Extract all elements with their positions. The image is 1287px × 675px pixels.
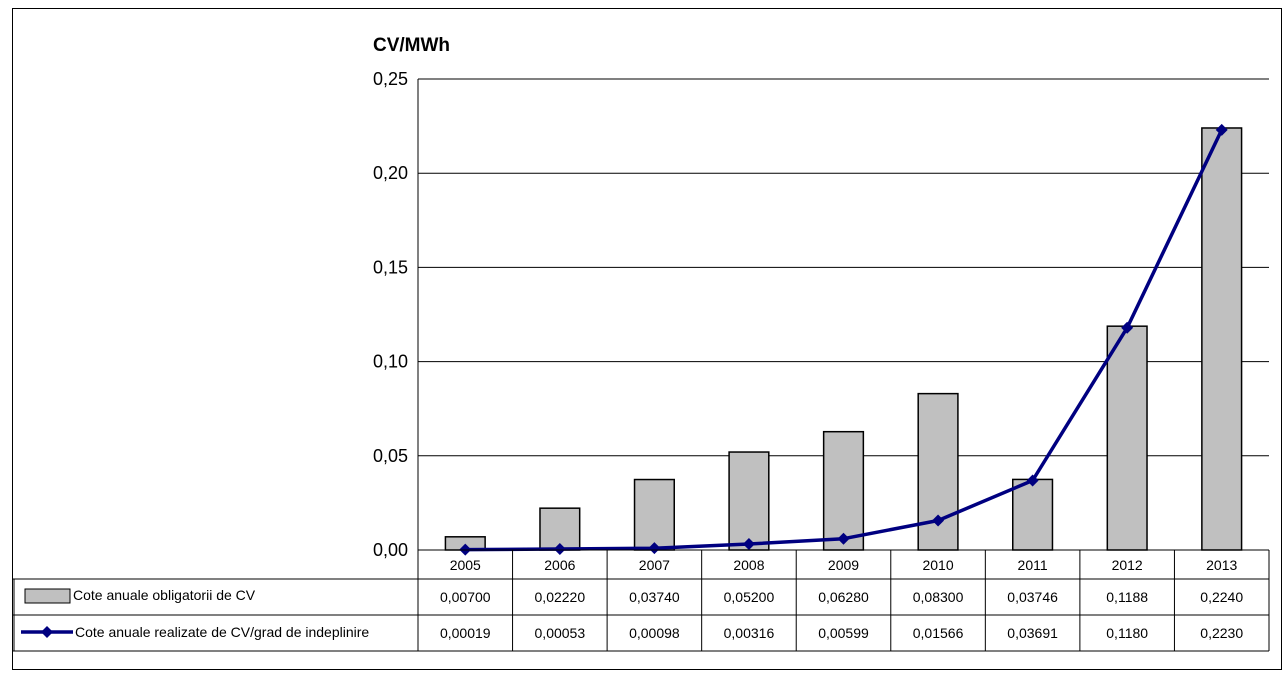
data-label: 0,03746 [1007,589,1058,605]
data-label: 0,2230 [1200,625,1243,641]
data-label: 0,06280 [818,589,869,605]
legend-swatch-bar [24,588,71,604]
bar [1201,127,1243,551]
data-label: 0,00098 [629,625,680,641]
data-label: 0,08300 [913,589,964,605]
y-tick-label: 0,05 [373,446,408,466]
data-label: 0,05200 [724,589,775,605]
chart-frame: CV/MWh 0,00 0,05 0,10 0,15 0,20 0,25 2005 2006… [12,8,1282,670]
data-label: 0,03691 [1007,625,1058,641]
data-label: 0,2240 [1200,589,1243,605]
chart-svg: CV/MWh 0,00 0,05 0,10 0,15 0,20 0,25 2005 2006… [13,35,1270,652]
data-label: 0,00316 [724,625,775,641]
y-tick-label: 0,20 [373,163,408,183]
line-point [1026,474,1039,487]
category-label: 2005 [450,557,481,573]
bar [633,478,675,551]
data-label: 0,00700 [440,589,491,605]
data-label: 0,00053 [535,625,586,641]
data-label: 0,01566 [913,625,964,641]
bar [1012,478,1054,551]
data-label: 0,00599 [818,625,869,641]
legend-label: Cote anuale obligatorii de CV [73,587,256,603]
category-label: 2007 [639,557,670,573]
y-axis-unit-label: CV/MWh [373,35,450,56]
category-label: 2006 [544,557,575,573]
bar [917,392,959,551]
y-tick-labels: 0,00 0,05 0,10 0,15 0,20 0,25 [373,69,408,560]
y-tick-label: 0,25 [373,69,408,89]
line-point [648,542,661,555]
y-tick-label: 0,15 [373,257,408,277]
bar [728,451,770,551]
line-point [932,514,945,527]
category-label: 2010 [922,557,953,573]
category-label: 2012 [1112,557,1143,573]
data-label: 0,02220 [535,589,586,605]
data-label: 0,1180 [1106,625,1148,641]
data-label: 0,1188 [1106,589,1148,605]
data-label: 0,00019 [440,625,491,641]
category-label: 2009 [828,557,859,573]
data-table: 2005 2006 2007 2008 2009 2010 2011 2012 2013 0,00… [13,549,1270,652]
legend-label: Cote anuale realizate de CV/grad de inde… [75,624,369,640]
bar [822,430,865,551]
line-point [1121,321,1134,334]
data-label: 0,03740 [629,589,680,605]
line-point [1215,123,1228,136]
category-label: 2011 [1018,557,1048,573]
line-point [837,532,850,545]
y-tick-label: 0,00 [373,540,408,560]
line-point [553,543,566,556]
bar [1106,325,1148,551]
category-label: 2008 [733,557,764,573]
line-point [742,538,755,551]
legend-marker [41,626,53,638]
y-tick-label: 0,10 [373,352,408,372]
category-label: 2013 [1206,557,1237,573]
